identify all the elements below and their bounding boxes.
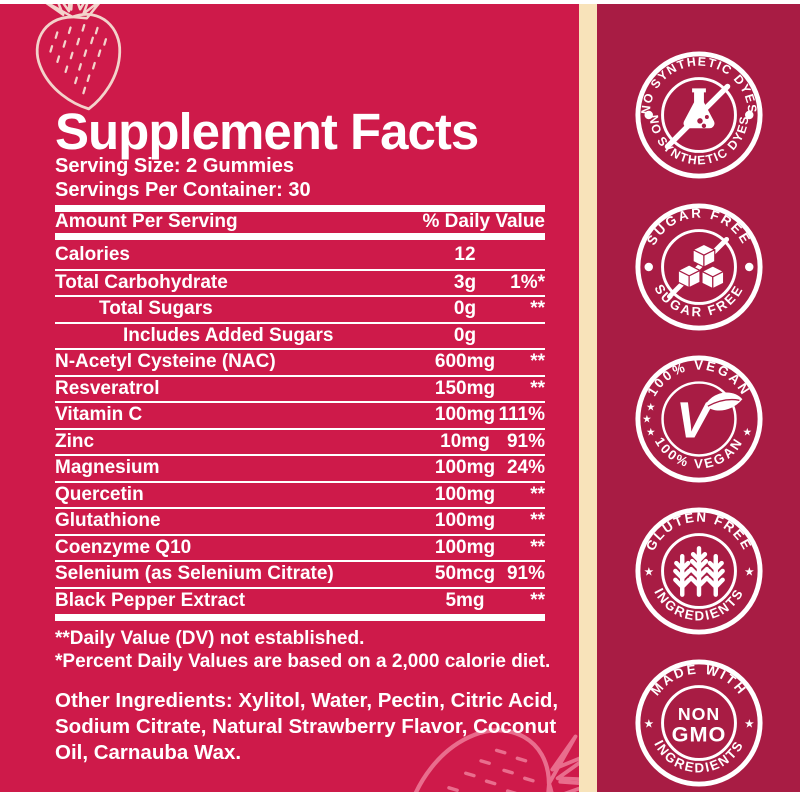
nutrient-amount: 150mg [434,377,496,399]
divider-bar [55,205,545,212]
footnote-percent: *Percent Daily Values are based on a 2,0… [55,651,551,672]
nutrient-name: Total Sugars [99,298,213,320]
nutrient-amount: 0g [453,298,477,320]
table-row: Total Carbohydrate 3g 1%* [55,268,545,296]
top-white-strip [0,0,800,4]
footnote-dv: **Daily Value (DV) not established. [55,628,365,649]
badge-gluten-free: GLUTEN FREE INGREDIENTS ★ ★ [632,504,766,638]
table-row: Quercetin 100mg ** [55,480,545,508]
column-daily-value: % Daily Value [422,211,545,232]
svg-text:SUGAR FREE: SUGAR FREE [643,206,754,248]
table-row: Coenzyme Q10 100mg ** [55,533,545,561]
page-title: Supplement Facts [55,103,479,160]
nutrient-amount: 0g [453,324,477,346]
nutrient-daily-value: 24% [506,457,545,479]
table-row: N-Acetyl Cysteine (NAC) 600mg ** [55,348,545,375]
badge-no-synthetic-dyes: NO SYNTHETIC DYES NO SYNTHETIC DYES [632,48,766,182]
nutrient-amount: 3g [453,271,477,293]
nutrient-daily-value: ** [530,510,545,532]
table-row: Total Sugars 0g ** [55,295,545,322]
servings-per-container: Servings Per Container: 30 [55,179,311,201]
nutrient-amount: 100mg [434,483,496,505]
nutrient-amount: 100mg [434,536,496,558]
nutrient-daily-value: ** [530,483,545,505]
serving-size: Serving Size: 2 Gummies [55,155,294,177]
star-icon: ★ [644,567,653,578]
nutrient-amount: 10mg [440,430,490,452]
divider-bar [55,233,545,240]
nutrient-name: N-Acetyl Cysteine (NAC) [55,351,276,373]
nutrient-name: Coenzyme Q10 [55,536,192,558]
nutrient-name: Vitamin C [55,404,143,426]
table-header-row: Amount Per Serving % Daily Value [55,211,545,233]
footnotes: **Daily Value (DV) not established. *Per… [55,627,550,673]
nutrient-daily-value: 91% [506,563,545,585]
nutrient-amount: 100mg [434,404,496,426]
nutrient-amount: 50mcg [434,563,496,585]
nutrient-name: Zinc [55,430,95,452]
table-row: Vitamin C 100mg 111% [55,401,545,428]
nutrition-table: Calories 12 Total Carbohydrate 3g 1%* To… [55,242,545,613]
table-row: Calories 12 [55,242,545,269]
badge-sugar-free: SUGAR FREE SUGAR FREE [632,200,766,334]
star-icon: ★ [642,414,651,424]
nutrient-name: Quercetin [55,483,144,505]
table-row: Includes Added Sugars 0g [55,321,545,349]
badge-non-gmo: MADE WITH INGREDIENTS ★ ★ NON GMO [632,656,766,790]
nutrient-daily-value: 1%* [510,271,545,293]
nutrient-name: Glutathione [55,510,161,532]
nutrient-name: Total Carbohydrate [55,271,228,293]
divider-bar [55,614,545,621]
column-amount-per-serving: Amount Per Serving [55,211,238,232]
star-icon: ★ [644,719,653,730]
label-main-panel: Supplement Facts Serving Size: 2 Gummies… [0,4,579,792]
star-icon: ★ [744,719,753,730]
nutrient-daily-value: ** [530,536,545,558]
nutrient-daily-value: ** [530,298,545,320]
non-gmo-line2: GMO [671,722,726,747]
nutrient-name: Calories [55,244,130,266]
non-gmo-line1: NON [677,704,719,724]
non-gmo-text-icon: MADE WITH INGREDIENTS ★ ★ NON GMO [634,659,763,787]
nutrient-name: Includes Added Sugars [123,324,334,346]
svg-text:V: V [676,392,714,449]
nutrient-name: Magnesium [55,457,160,479]
star-icon: ★ [646,402,655,412]
table-row: Glutathione 100mg ** [55,507,545,534]
badge-100-vegan: 100% VEGAN 100% VEGAN ★ ★ ★ ★ V [632,352,766,486]
nutrient-amount: 5mg [445,589,485,611]
star-icon: ★ [646,427,655,437]
star-icon: ★ [743,427,752,437]
table-row: Selenium (as Selenium Citrate) 50mcg 91% [55,560,545,587]
nutrient-amount: 100mg [434,510,496,532]
table-row: Resveratrol 150mg ** [55,374,545,402]
wheat-stalks-icon: GLUTEN FREE INGREDIENTS ★ ★ [634,507,763,635]
table-row: Zinc 10mg 91% [55,427,545,455]
svg-text:SUGAR FREE: SUGAR FREE [651,282,746,320]
nutrient-daily-value: ** [530,377,545,399]
nutrient-amount: 12 [454,244,476,266]
flask-crossed-icon: NO SYNTHETIC DYES NO SYNTHETIC DYES [634,51,763,179]
star-icon: ★ [744,567,753,578]
nutrient-daily-value: 91% [506,430,545,452]
nutrient-name: Resveratrol [55,377,160,399]
bottom-white-strip [0,792,800,800]
sugar-cubes-crossed-icon: SUGAR FREE SUGAR FREE [634,203,763,331]
other-ingredients: Other Ingredients: Xylitol, Water, Pecti… [55,689,559,764]
svg-text:MADE WITH: MADE WITH [647,661,749,698]
nutrient-daily-value: ** [530,351,545,373]
nutrient-name: Selenium (as Selenium Citrate) [55,563,334,585]
vegan-v-leaf-icon: 100% VEGAN 100% VEGAN ★ ★ ★ ★ V [634,355,763,483]
table-row: Magnesium 100mg 24% [55,454,545,481]
nutrient-amount: 100mg [434,457,496,479]
nutrient-name: Black Pepper Extract [55,589,246,611]
cream-divider-stripe [579,4,597,792]
table-row: Black Pepper Extract 5mg ** [55,586,545,614]
badge-panel: NO SYNTHETIC DYES NO SYNTHETIC DYES [597,4,800,792]
nutrient-daily-value: ** [530,589,545,611]
nutrient-daily-value: 111% [498,404,546,426]
nutrient-amount: 600mg [434,351,496,373]
